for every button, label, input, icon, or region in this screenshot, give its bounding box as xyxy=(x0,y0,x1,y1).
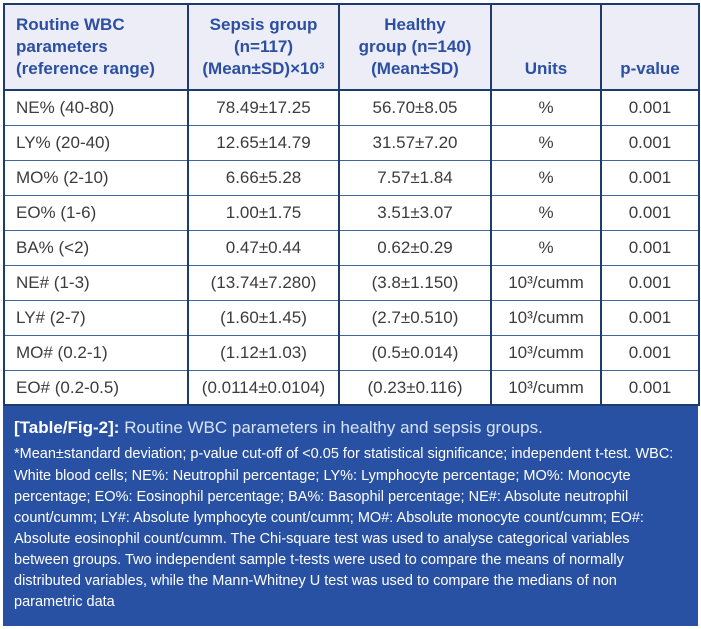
wbc-parameters-table: Routine WBC parameters (reference range)… xyxy=(3,3,700,407)
cell-units: % xyxy=(490,124,601,161)
table-row: NE% (40-80) 78.49±17.25 56.70±8.05 % 0.0… xyxy=(4,90,699,126)
cell-healthy-value: (0.23±0.116) xyxy=(338,369,491,406)
header-line: (n=117) xyxy=(233,36,294,56)
header-line: parameters xyxy=(16,36,108,56)
cell-p-value: 0.001 xyxy=(600,124,699,161)
cell-parameter: NE% (40-80) xyxy=(4,90,188,126)
cell-units: % xyxy=(490,229,601,266)
cell-sepsis-value: 6.66±5.28 xyxy=(187,159,339,196)
cell-parameter: MO# (0.2-1) xyxy=(4,334,188,371)
cell-healthy-value: 0.62±0.29 xyxy=(338,229,491,266)
cell-parameter: LY# (2-7) xyxy=(4,299,188,336)
column-header-p-value: p-value xyxy=(600,4,699,92)
header-line: (Mean±SD) xyxy=(371,58,459,78)
table-row: NE# (1-3) (13.74±7.280) (3.8±1.150) 10³/… xyxy=(4,264,699,301)
cell-healthy-value: (2.7±0.510) xyxy=(338,299,491,336)
cell-units: 10³/cumm xyxy=(490,264,601,301)
cell-sepsis-value: 78.49±17.25 xyxy=(187,90,339,126)
column-header-healthy-group: Healthy group (n=140) (Mean±SD) xyxy=(338,4,491,92)
column-header-parameters: Routine WBC parameters (reference range) xyxy=(4,4,188,92)
cell-parameter: MO% (2-10) xyxy=(4,159,188,196)
cell-parameter: EO# (0.2-0.5) xyxy=(4,369,188,406)
header-line: group (n=140) xyxy=(358,36,472,56)
cell-units: % xyxy=(490,194,601,231)
table-row: EO# (0.2-0.5) (0.0114±0.0104) (0.23±0.11… xyxy=(4,369,699,406)
cell-healthy-value: (3.8±1.150) xyxy=(338,264,491,301)
cell-p-value: 0.001 xyxy=(600,90,699,126)
cell-units: 10³/cumm xyxy=(490,334,601,371)
cell-parameter: LY% (20-40) xyxy=(4,124,188,161)
table-row: MO% (2-10) 6.66±5.28 7.57±1.84 % 0.001 xyxy=(4,159,699,196)
cell-parameter: EO% (1-6) xyxy=(4,194,188,231)
table-row: LY% (20-40) 12.65±14.79 31.57±7.20 % 0.0… xyxy=(4,124,699,161)
cell-healthy-value: 56.70±8.05 xyxy=(338,90,491,126)
cell-p-value: 0.001 xyxy=(600,299,699,336)
header-line: Healthy xyxy=(384,15,446,34)
caption-label: [Table/Fig-2]: xyxy=(14,418,120,438)
cell-p-value: 0.001 xyxy=(600,159,699,196)
cell-units: % xyxy=(490,90,601,126)
cell-p-value: 0.001 xyxy=(600,229,699,266)
cell-parameter: BA% (<2) xyxy=(4,229,188,266)
header-line: (reference range) xyxy=(16,58,155,78)
table-row: LY# (2-7) (1.60±1.45) (2.7±0.510) 10³/cu… xyxy=(4,299,699,336)
table-caption-block: [Table/Fig-2]: Routine WBC parameters in… xyxy=(3,406,698,626)
cell-sepsis-value: 12.65±14.79 xyxy=(187,124,339,161)
table-row: BA% (<2) 0.47±0.44 0.62±0.29 % 0.001 xyxy=(4,229,699,266)
cell-sepsis-value: (1.60±1.45) xyxy=(187,299,339,336)
header-row: Routine WBC parameters (reference range)… xyxy=(4,4,699,92)
cell-sepsis-value: (0.0114±0.0104) xyxy=(187,369,339,406)
cell-sepsis-value: (13.74±7.280) xyxy=(187,264,339,301)
caption-text: Routine WBC parameters in healthy and se… xyxy=(124,418,543,438)
header-line: Routine WBC xyxy=(16,15,125,34)
cell-healthy-value: 31.57±7.20 xyxy=(338,124,491,161)
table-row: MO# (0.2-1) (1.12±1.03) (0.5±0.014) 10³/… xyxy=(4,334,699,371)
header-line: Units xyxy=(524,58,568,78)
table-footnote: *Mean±standard deviation; p-value cut-of… xyxy=(14,446,674,611)
cell-p-value: 0.001 xyxy=(600,264,699,301)
cell-p-value: 0.001 xyxy=(600,334,699,371)
cell-healthy-value: (0.5±0.014) xyxy=(338,334,491,371)
table-row: EO% (1-6) 1.00±1.75 3.51±3.07 % 0.001 xyxy=(4,194,699,231)
cell-units: 10³/cumm xyxy=(490,299,601,336)
cell-healthy-value: 7.57±1.84 xyxy=(338,159,491,196)
cell-p-value: 0.001 xyxy=(600,369,699,406)
table-fig-2: Routine WBC parameters (reference range)… xyxy=(3,3,700,626)
column-header-sepsis-group: Sepsis group (n=117) (Mean±SD)×10³ xyxy=(187,4,339,92)
cell-sepsis-value: 1.00±1.75 xyxy=(187,194,339,231)
cell-healthy-value: 3.51±3.07 xyxy=(338,194,491,231)
header-line: Sepsis group xyxy=(209,15,318,34)
cell-sepsis-value: (1.12±1.03) xyxy=(187,334,339,371)
column-header-units: Units xyxy=(490,4,601,92)
cell-parameter: NE# (1-3) xyxy=(4,264,188,301)
cell-units: % xyxy=(490,159,601,196)
cell-sepsis-value: 0.47±0.44 xyxy=(187,229,339,266)
cell-p-value: 0.001 xyxy=(600,194,699,231)
table-caption: [Table/Fig-2]: Routine WBC parameters in… xyxy=(14,417,686,439)
header-line: p-value xyxy=(620,58,680,78)
cell-units: 10³/cumm xyxy=(490,369,601,406)
header-line: (Mean±SD)×10³ xyxy=(202,58,325,78)
